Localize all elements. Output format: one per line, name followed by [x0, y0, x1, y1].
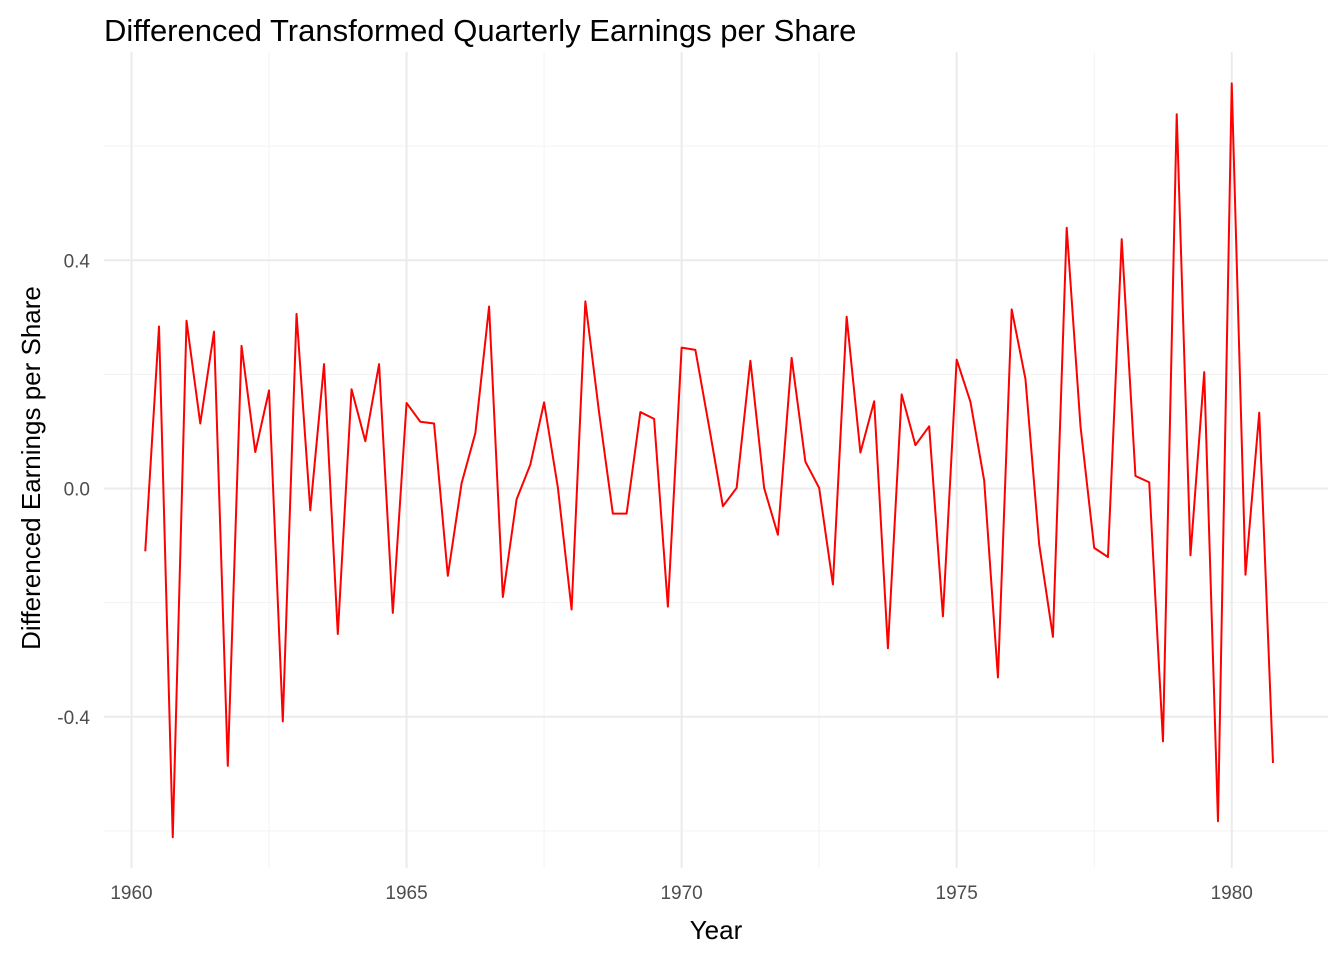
- x-tick-label: 1980: [1211, 883, 1253, 904]
- series-line: [144, 82, 1274, 839]
- chart-title: Differenced Transformed Quarterly Earnin…: [104, 13, 856, 48]
- x-tick-label: 1975: [936, 883, 978, 904]
- grid: [104, 52, 1328, 868]
- x-tick-label: 1960: [110, 883, 152, 904]
- x-tick-label: 1970: [660, 883, 702, 904]
- x-axis-ticks: 1960 1965 1970 1975 1980: [110, 883, 1253, 904]
- x-tick-label: 1965: [385, 883, 427, 904]
- y-tick-label: -0.4: [57, 708, 90, 729]
- x-axis-title: Year: [690, 915, 743, 945]
- series-layer: [144, 82, 1274, 839]
- y-tick-label: 0.0: [64, 480, 90, 501]
- y-tick-label: 0.4: [64, 251, 91, 272]
- y-axis-title: Differenced Earnings per Share: [16, 286, 46, 650]
- y-axis-ticks: -0.4 0.0 0.4: [57, 251, 90, 729]
